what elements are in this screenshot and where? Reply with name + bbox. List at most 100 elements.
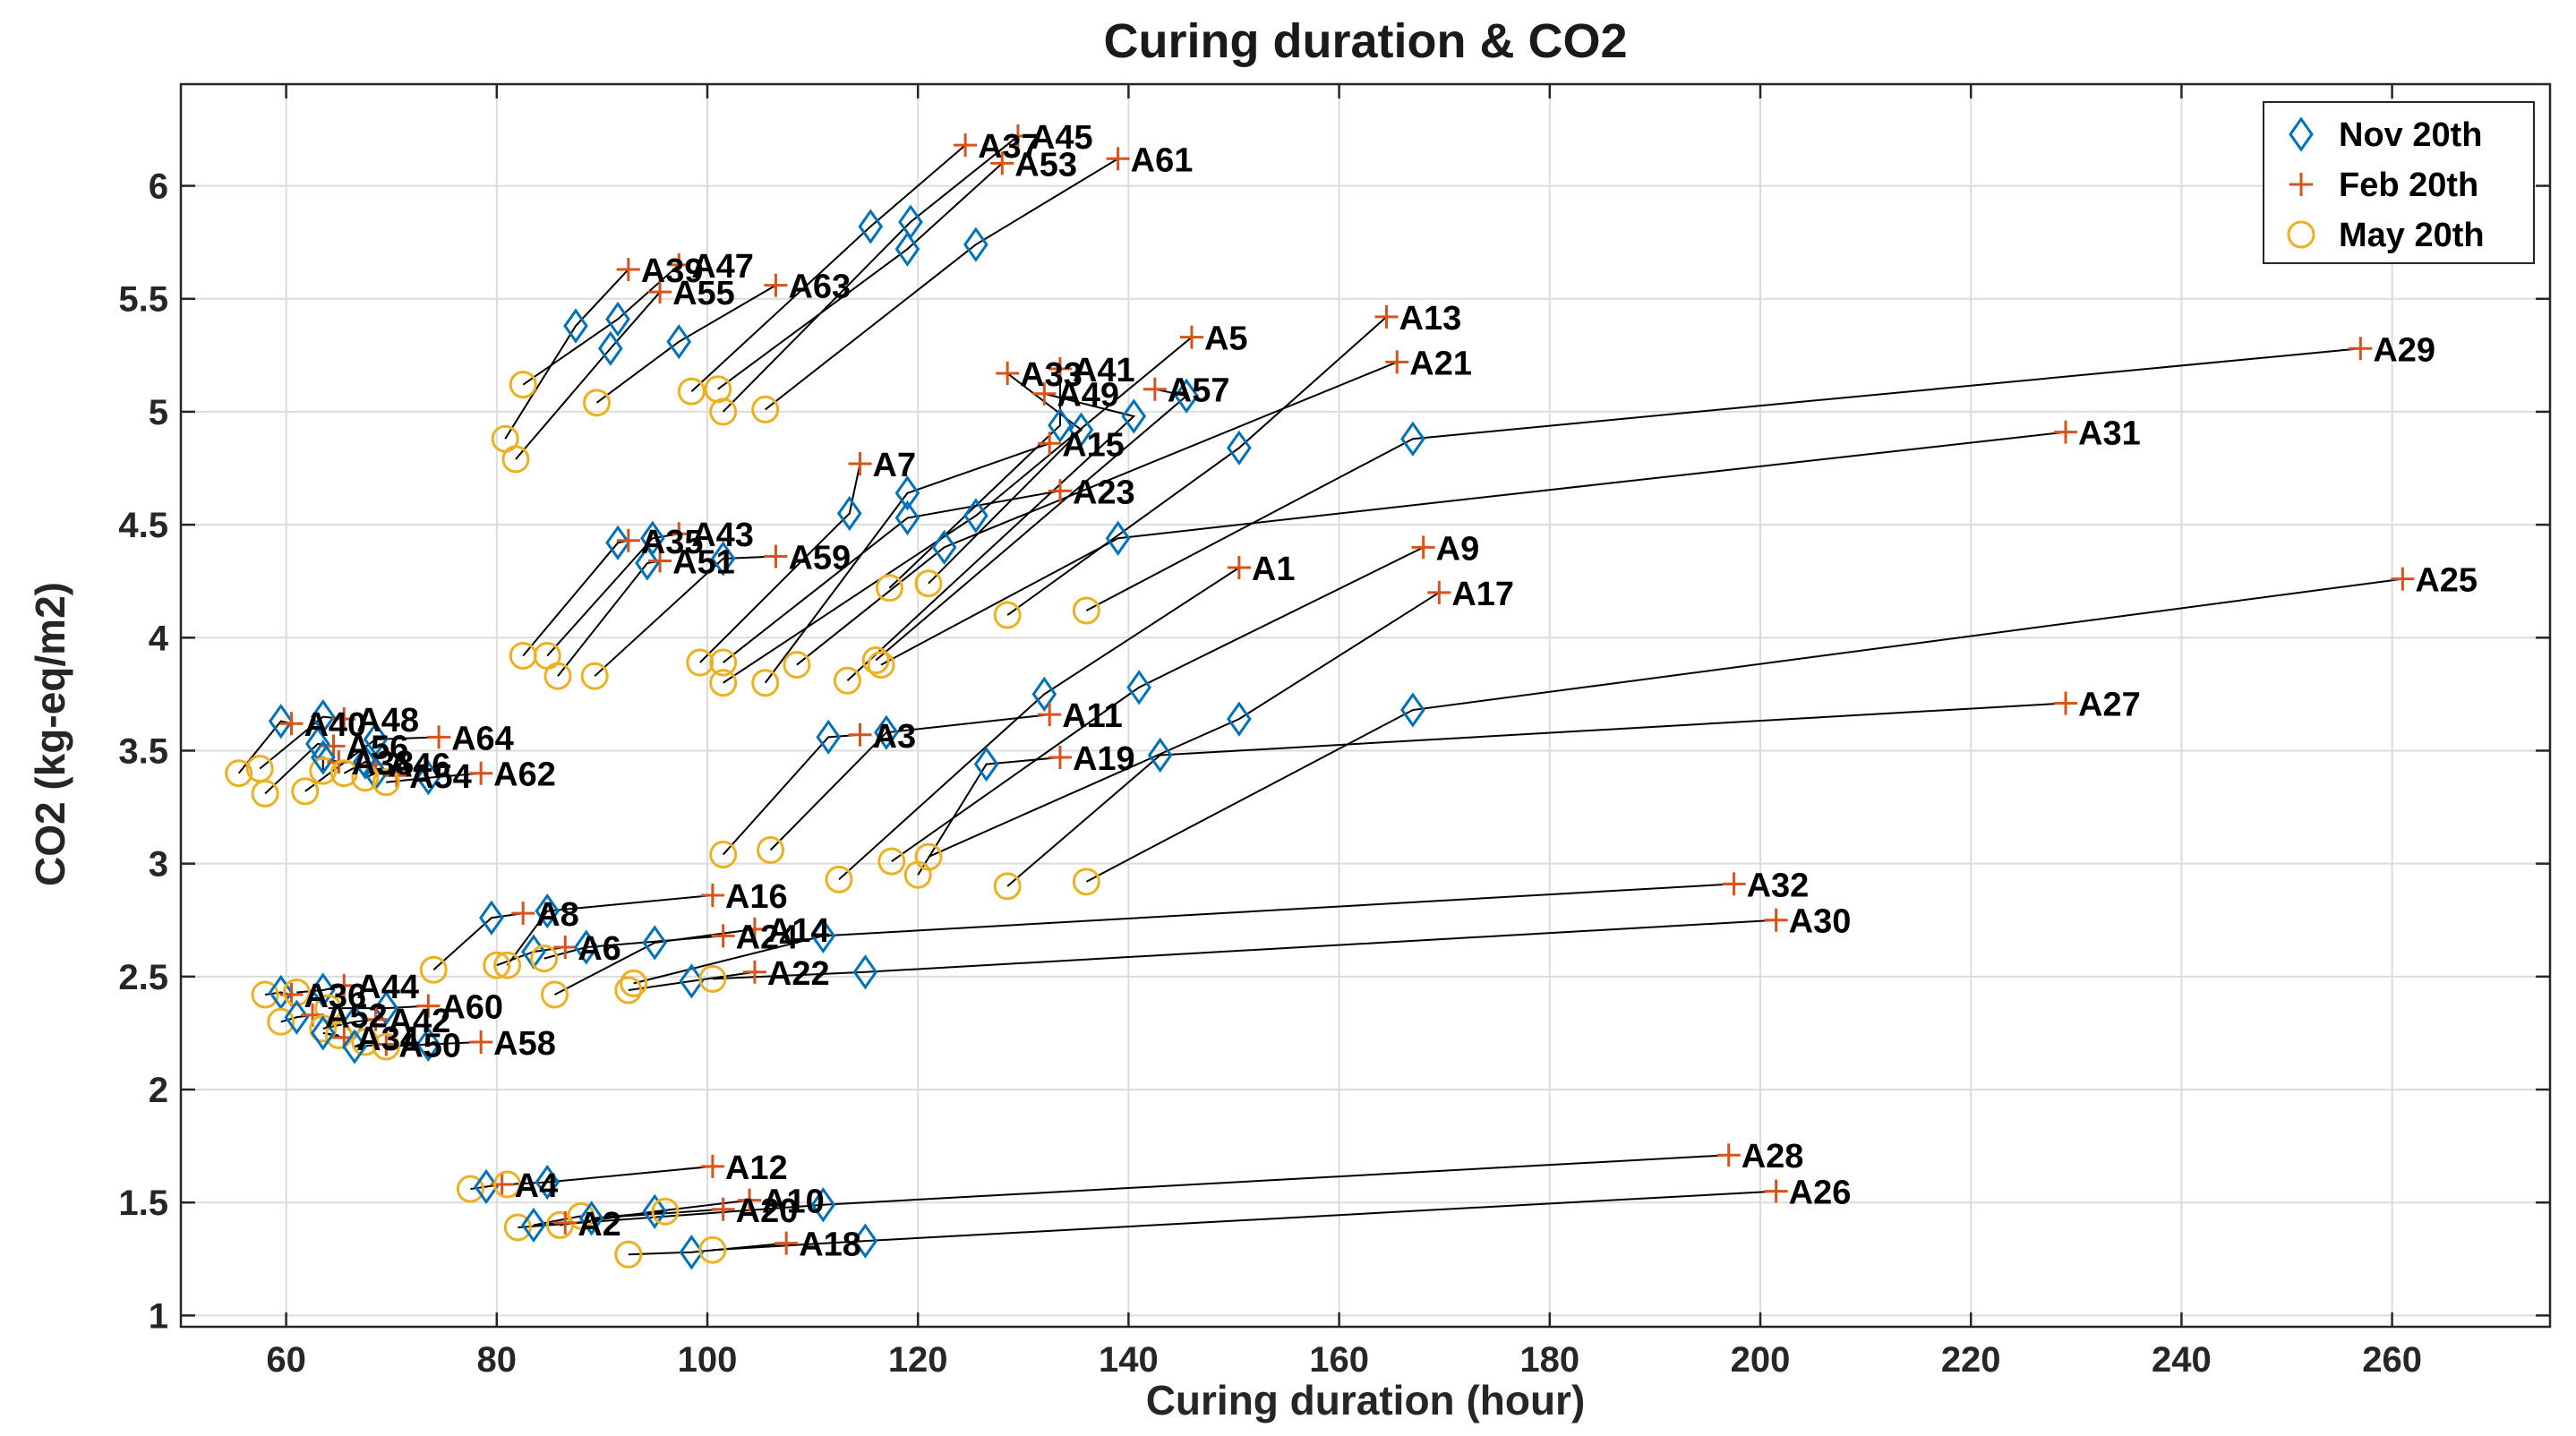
feb-20th-marker <box>996 362 1020 386</box>
connector-line <box>304 736 440 792</box>
feb-20th-marker <box>742 917 766 941</box>
may-20th-marker <box>291 777 320 806</box>
nov-20th-marker <box>1400 692 1425 728</box>
nov-20th-marker <box>563 308 588 344</box>
may-20th-marker <box>698 964 727 993</box>
feb-20th-marker <box>1048 746 1072 770</box>
may-20th-marker <box>709 648 738 677</box>
feb-20th-marker <box>1385 350 1409 374</box>
point-label: A52 <box>325 998 388 1036</box>
legend-label: May 20th <box>2339 217 2485 254</box>
connector-line <box>723 490 1061 663</box>
point-label: A27 <box>2078 686 2141 723</box>
may-20th-marker <box>1072 868 1100 896</box>
x-axis-label: Curing duration (hour) <box>1146 1377 1586 1423</box>
feb-20th-marker <box>1411 535 1435 560</box>
may-20th-marker <box>567 1201 595 1230</box>
point-label: A45 <box>1031 119 1093 157</box>
nov-20th-marker <box>605 301 630 338</box>
nov-20th-marker <box>352 744 378 780</box>
may-20th-marker <box>309 756 338 785</box>
feb-20th-marker <box>764 273 788 297</box>
feb-20th-marker <box>1038 432 1062 456</box>
may-20th-marker <box>751 395 780 423</box>
connector-line <box>504 269 629 440</box>
feb-20th-marker <box>1427 580 1451 604</box>
feb-20th-marker <box>616 528 640 552</box>
nov-20th-marker <box>521 1207 546 1244</box>
nov-20th-marker <box>342 1029 367 1064</box>
nov-20th-marker <box>963 227 988 262</box>
point-label: A19 <box>1073 740 1135 778</box>
grid <box>181 84 2550 1327</box>
nov-20th-marker <box>973 747 999 782</box>
connector-line <box>690 144 966 392</box>
x-tick-label: 200 <box>1731 1340 1791 1380</box>
connector-line <box>554 927 756 996</box>
connector-lines <box>237 135 2403 1256</box>
may-20th-marker <box>225 759 253 788</box>
x-tick-label: 100 <box>678 1340 738 1380</box>
feb-20th-marker <box>616 257 640 281</box>
nov-20th-marker <box>597 330 623 366</box>
x-tick-label: 60 <box>266 1340 306 1380</box>
connector-line <box>764 442 1050 684</box>
legend-plus-icon <box>2289 173 2313 196</box>
point-label: A14 <box>767 912 830 950</box>
y-tick-label: 6 <box>149 167 168 207</box>
feb-20th-marker <box>332 707 356 731</box>
x-tick-label: 240 <box>2152 1340 2212 1380</box>
may-20th-marker <box>580 662 609 690</box>
may-20th-marker <box>251 980 279 1009</box>
plot-frame <box>179 82 2552 1329</box>
nov-20th-marker <box>894 500 920 536</box>
point-label: A16 <box>725 878 788 916</box>
point-label: A6 <box>578 930 621 968</box>
connector-line <box>699 463 861 663</box>
chart-title: Curing duration & CO2 <box>1104 14 1628 68</box>
nov-20th-marker <box>1227 701 1252 737</box>
may-20th-marker <box>372 1032 400 1061</box>
connector-line <box>628 1242 787 1256</box>
feb-20th-marker <box>848 722 872 747</box>
nov-20th-marker <box>1121 398 1147 434</box>
y-tick-label: 4.5 <box>118 506 168 545</box>
feb-20th-marker <box>1048 479 1072 503</box>
may-20th-marker <box>783 651 811 680</box>
may-20th-marker <box>483 951 511 979</box>
feb-20th-marker <box>711 1197 735 1221</box>
point-label: A33 <box>1020 356 1083 394</box>
feb-20th-marker <box>1764 908 1788 932</box>
nov-20th-marker <box>816 719 842 755</box>
nov-20th-marker <box>679 1235 705 1270</box>
point-label: A13 <box>1399 300 1462 338</box>
point-label: A24 <box>736 919 799 956</box>
x-tick-label: 260 <box>2362 1340 2422 1380</box>
may-20th-marker <box>501 445 530 474</box>
may-20th-marker <box>757 836 785 865</box>
may-20th-marker <box>875 574 903 603</box>
may-20th-marker <box>503 1213 532 1242</box>
point-label: A20 <box>736 1192 799 1230</box>
y-tick-label: 5 <box>149 393 168 432</box>
y-axis-label: CO2 (kg-eq/m2) <box>27 582 73 886</box>
nov-20th-marker <box>1400 421 1425 457</box>
nov-20th-marker <box>836 495 862 532</box>
may-20th-marker <box>833 666 861 695</box>
point-label: A46 <box>389 748 451 785</box>
nov-20th-marker <box>535 1164 561 1201</box>
connector-line <box>1085 347 2361 611</box>
feb-20th-marker <box>1006 124 1030 149</box>
nov-20th-marker <box>268 974 294 1011</box>
axis-ticks: 60 80 100 120 140 160 180 200 220 240 260 1 1.5 2 2.5 3… <box>118 84 2550 1380</box>
may-20th-marker <box>456 1175 484 1203</box>
point-label: A23 <box>1073 474 1135 511</box>
point-label: A7 <box>873 447 917 484</box>
nov-20th-marker <box>894 231 920 267</box>
feb-20th-marker <box>1179 325 1203 349</box>
feb-20th-marker <box>2349 337 2373 361</box>
feb-20th-marker <box>427 725 451 749</box>
point-label: A15 <box>1062 426 1125 464</box>
feb-20th-marker <box>764 544 788 568</box>
y-tick-label: 3 <box>149 845 168 885</box>
